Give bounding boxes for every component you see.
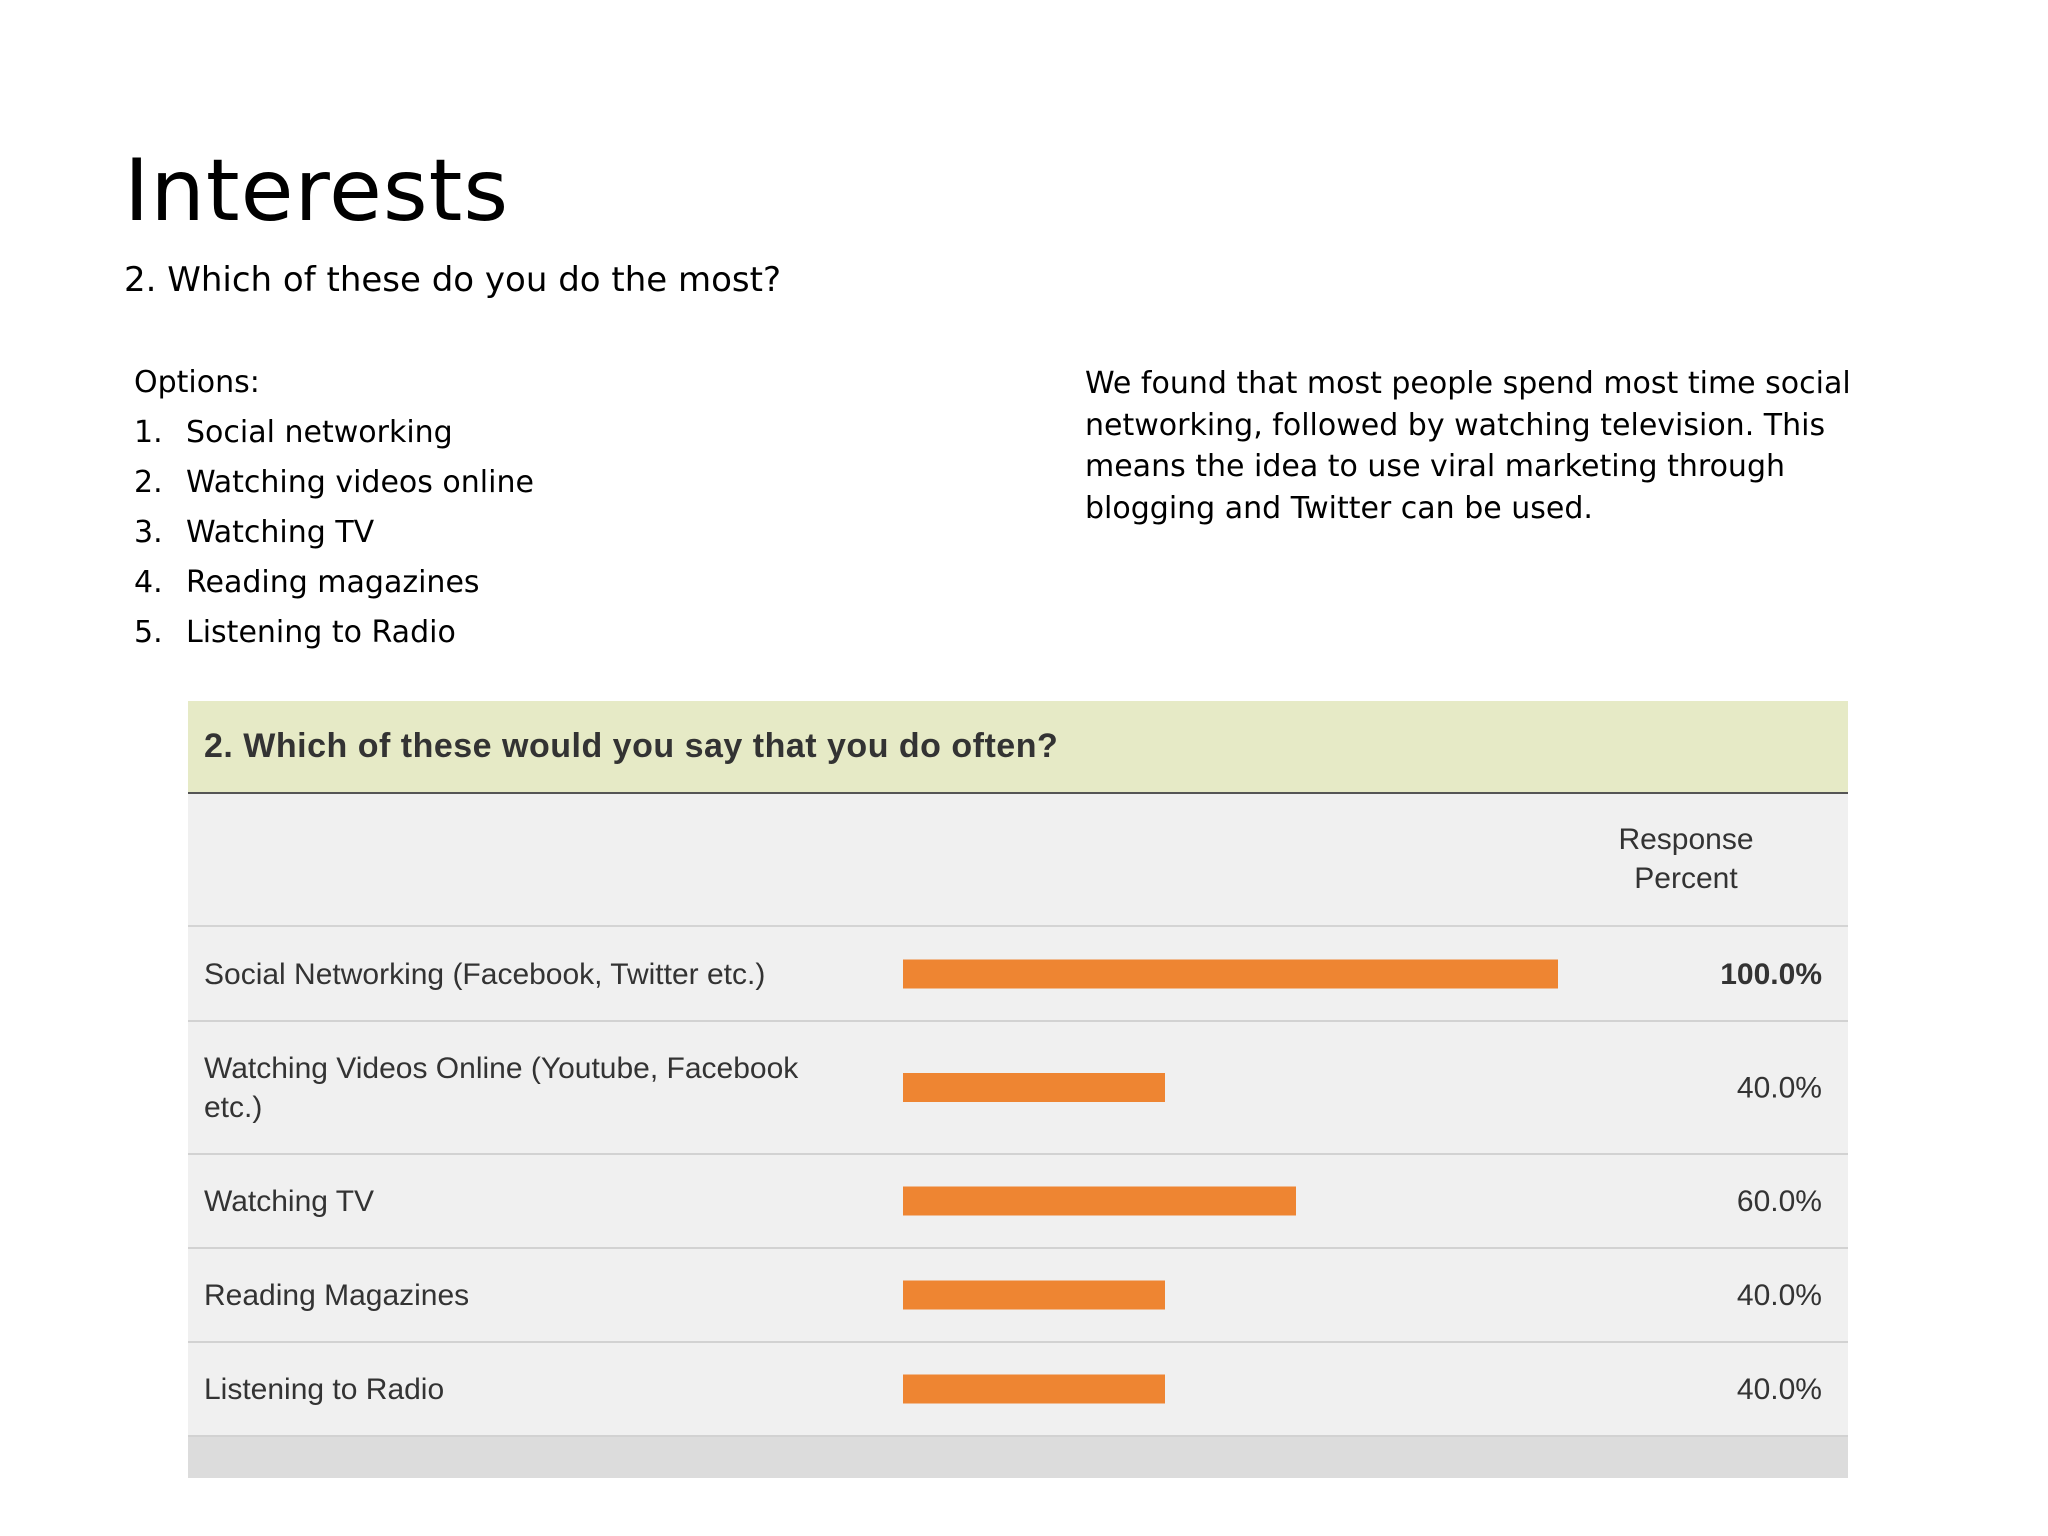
chart-title: 2. Which of these would you say that you… xyxy=(188,701,1848,794)
bar-chart: Social Networking (Facebook, Twitter etc… xyxy=(188,958,1848,1478)
option-label: Listening to Radio xyxy=(186,615,456,650)
value-label: 60.0% xyxy=(1737,1185,1822,1218)
row-divider xyxy=(188,1020,1848,1022)
category-label: Listening to Radio xyxy=(204,1373,444,1406)
option-item: 4. Reading magazines xyxy=(134,563,534,613)
option-item: 1. Social networking xyxy=(134,413,534,463)
column-header-row: Response Percent xyxy=(188,794,1848,927)
option-number: 4. xyxy=(134,565,163,600)
bar xyxy=(903,1280,1165,1310)
row-divider xyxy=(188,1435,1848,1437)
option-label: Watching TV xyxy=(186,515,375,550)
option-number: 1. xyxy=(134,415,163,450)
option-number: 5. xyxy=(134,615,163,650)
row-divider xyxy=(188,1341,1848,1343)
value-label: 40.0% xyxy=(1737,1373,1822,1406)
bar xyxy=(903,1186,1296,1216)
row-divider xyxy=(188,1153,1848,1155)
category-label: Watching Videos Online (Youtube, Faceboo… xyxy=(204,1052,799,1124)
row-divider xyxy=(188,1247,1848,1249)
option-label: Reading magazines xyxy=(186,565,480,600)
option-item: 3. Watching TV xyxy=(134,513,534,563)
options-list: Options: 1. Social networking 2. Watchin… xyxy=(134,363,534,663)
category-label: Reading Magazines xyxy=(204,1279,469,1312)
bar xyxy=(903,1073,1165,1102)
response-percent-header: Response Percent xyxy=(1618,823,1754,895)
value-label: 40.0% xyxy=(1737,1279,1822,1312)
table-footer xyxy=(188,1437,1848,1478)
category-label: Watching TV xyxy=(204,1185,374,1218)
survey-results-table: 2. Which of these would you say that you… xyxy=(188,701,1848,1478)
option-label: Social networking xyxy=(186,415,453,450)
options-heading: Options: xyxy=(134,365,260,400)
findings-text: We found that most people spend most tim… xyxy=(1085,366,1851,526)
value-label: 100.0% xyxy=(1720,958,1822,991)
option-item: 2. Watching videos online xyxy=(134,463,534,513)
bar xyxy=(903,1374,1165,1404)
option-number: 3. xyxy=(134,515,163,550)
value-label: 40.0% xyxy=(1737,1072,1822,1105)
option-number: 2. xyxy=(134,465,163,500)
option-item: 5. Listening to Radio xyxy=(134,613,534,663)
slide-title: Interests xyxy=(124,141,510,241)
slide-subtitle: 2. Which of these do you do the most? xyxy=(124,260,782,300)
option-label: Watching videos online xyxy=(186,465,534,500)
bar xyxy=(903,959,1558,989)
category-label: Social Networking (Facebook, Twitter etc… xyxy=(204,958,765,991)
